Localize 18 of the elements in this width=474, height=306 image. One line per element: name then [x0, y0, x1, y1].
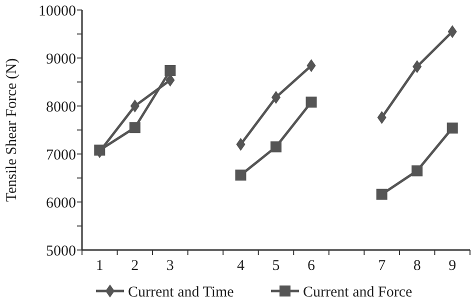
x-tick-label: 8	[413, 258, 421, 274]
y-tick-label: 7000	[46, 147, 76, 164]
x-tick-label: 9	[448, 258, 456, 274]
y-tick-label: 5000	[46, 243, 76, 260]
x-tick-label: 6	[308, 258, 316, 274]
y-tick-label: 6000	[46, 195, 76, 212]
x-tick-label: 1	[96, 258, 104, 274]
y-axis-title: Tensile Shear Force (N)	[4, 58, 20, 202]
x-tick-label: 2	[131, 258, 139, 274]
y-tick-label: 8000	[46, 99, 76, 116]
x-tick-label: 7	[378, 258, 386, 274]
x-tick-label: 3	[166, 258, 174, 274]
x-tick-label: 4	[236, 258, 245, 274]
y-tick-label: 10000	[38, 3, 76, 20]
x-tick-label: 5	[272, 258, 280, 274]
y-tick-label: 9000	[46, 51, 76, 68]
legend-label: Current and Force	[303, 284, 412, 300]
legend-label: Current and Time	[128, 284, 234, 300]
